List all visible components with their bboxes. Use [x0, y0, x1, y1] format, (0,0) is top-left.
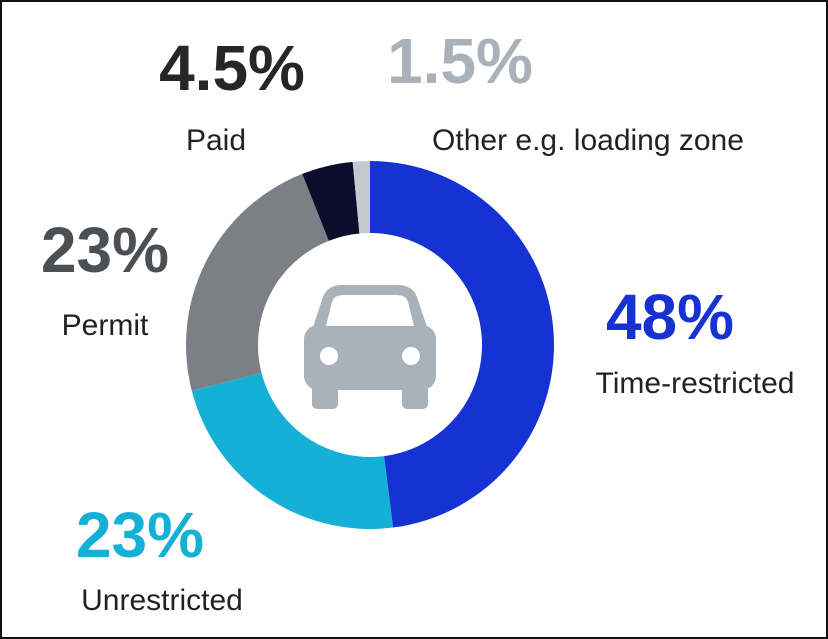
value-label: 23%	[41, 214, 169, 286]
donut-slice	[302, 161, 360, 241]
value-label: 23%	[76, 499, 204, 571]
value-label: 1.5%	[387, 25, 533, 97]
category-label: Unrestricted	[81, 584, 243, 617]
car-icon	[304, 285, 436, 409]
value-label: 4.5%	[159, 32, 305, 104]
category-label: Other e.g. loading zone	[432, 124, 744, 157]
category-label: Time-restricted	[596, 367, 795, 400]
donut-slice	[186, 173, 329, 391]
donut-slice	[191, 372, 394, 530]
value-label: 48%	[606, 281, 734, 353]
donut-slice	[352, 161, 370, 234]
category-label: Paid	[186, 124, 246, 157]
donut-slice	[370, 161, 555, 528]
category-label: Permit	[62, 309, 149, 342]
